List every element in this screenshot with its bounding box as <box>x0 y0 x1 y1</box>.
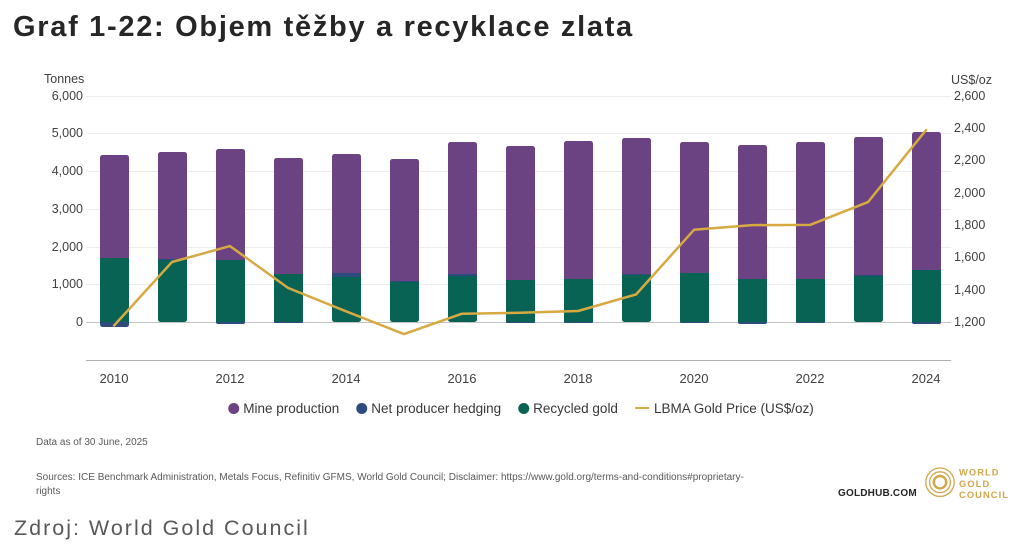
svg-text:COUNCIL: COUNCIL <box>959 490 1009 500</box>
svg-text:GOLD: GOLD <box>959 479 990 489</box>
svg-text:WORLD: WORLD <box>959 468 1000 478</box>
